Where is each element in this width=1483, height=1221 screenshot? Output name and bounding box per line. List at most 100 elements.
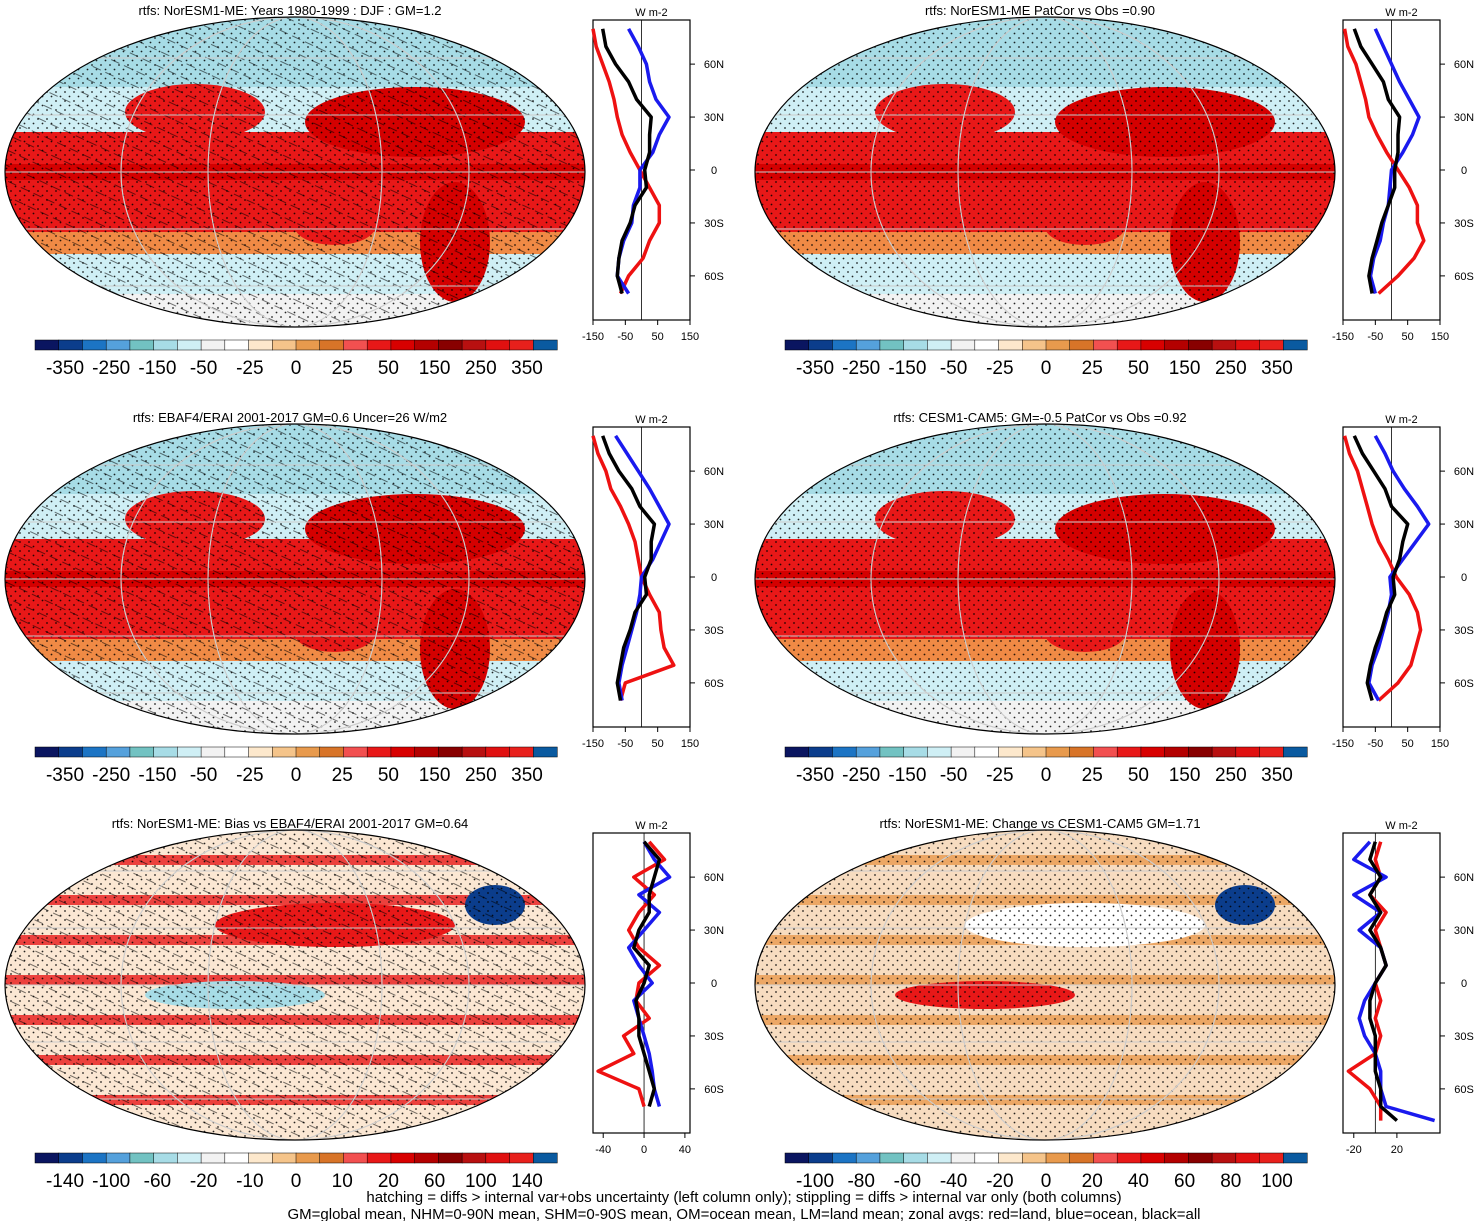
colorbar-tick-label: -80 [847, 1171, 874, 1192]
y-tick-label: 0 [711, 978, 717, 990]
colorbar-bin [832, 1152, 857, 1164]
colorbar-tick-label: 350 [511, 765, 543, 786]
colorbar-bin [343, 339, 368, 351]
colorbar-bin [248, 1152, 273, 1164]
colorbar-bin [485, 1152, 511, 1164]
zonal-profile: W m-2 60N 30N 0 30S 60S -40 0 40 [592, 820, 724, 1156]
profile-line-all [600, 28, 653, 294]
colorbar-tick-label: -25 [986, 358, 1013, 379]
y-tick-label: 30N [1454, 925, 1474, 937]
zonal-profile: W m-2 60N 30N 0 30S 60S -20 20 [1342, 820, 1474, 1156]
map-border [4, 423, 586, 735]
colorbar-tick-label: 25 [332, 765, 353, 786]
colorbar-bin [82, 1152, 107, 1164]
colorbar-bin [855, 1152, 881, 1164]
map-border [754, 16, 1336, 328]
x-tick-label: -150 [1332, 738, 1354, 750]
colorbar-tick-label: 100 [1261, 1171, 1293, 1192]
colorbar-bin [533, 1152, 558, 1164]
colorbar-bin [1283, 746, 1308, 758]
colorbar-bin [903, 339, 928, 351]
colorbar-bin [1093, 1152, 1118, 1164]
colorbar-tick-label: 25 [1082, 765, 1103, 786]
colorbar-bin [974, 746, 1000, 758]
colorbar-bin [533, 746, 558, 758]
colorbar-bin [34, 1152, 60, 1164]
x-tick-label: 150 [681, 331, 699, 343]
colorbar-bin [272, 339, 297, 351]
profile-line-all [1352, 28, 1402, 294]
colorbar-bin [485, 339, 511, 351]
map-border [754, 423, 1336, 735]
y-tick-label: 60N [704, 466, 724, 478]
colorbar-tick-label: 0 [1041, 1171, 1052, 1192]
colorbar-bin [998, 339, 1023, 351]
colorbar-bin [200, 746, 226, 758]
colorbar-tick-label: -50 [190, 765, 217, 786]
y-tick-label: 60N [1454, 466, 1474, 478]
colorbar-tick-label: 0 [291, 358, 302, 379]
colorbar-tick-label: 150 [1169, 358, 1201, 379]
profile-line-all [601, 435, 657, 701]
colorbar-bin [390, 1152, 416, 1164]
colorbar-tick-label: 25 [332, 358, 353, 379]
colorbar-bin [319, 746, 345, 758]
colorbar-tick-label: 150 [419, 765, 451, 786]
profile-line-land [596, 840, 667, 1107]
x-tick-label: -150 [582, 331, 604, 343]
colorbar-tick-label: -10 [236, 1171, 263, 1192]
y-tick-label: 30S [704, 1031, 724, 1043]
colorbar-tick-label: 250 [1215, 765, 1247, 786]
colorbar-bin [438, 746, 463, 758]
colorbar-bin [248, 746, 273, 758]
colorbar-bin [784, 339, 810, 351]
colorbar-bin [1022, 746, 1047, 758]
colorbar-tick-label: 50 [1128, 765, 1149, 786]
colorbar-bin [153, 746, 178, 758]
map [5, 424, 585, 734]
y-tick-label: 30N [704, 519, 724, 531]
colorbar-bin [1164, 339, 1189, 351]
colorbar-bin [390, 746, 416, 758]
colorbar-tick-label: -350 [46, 765, 84, 786]
colorbar-bin [1235, 339, 1261, 351]
colorbar-tick-label: -60 [894, 1171, 921, 1192]
colorbar-bin [366, 746, 392, 758]
map [5, 830, 585, 1140]
colorbar-tick-label: -50 [190, 358, 217, 379]
y-tick-label: 30S [1454, 1031, 1474, 1043]
graticule-lon [120, 830, 470, 1140]
y-tick-label: 30S [704, 218, 724, 230]
x-tick-label: -150 [1332, 331, 1354, 343]
colorbar-tick-label: -350 [796, 358, 834, 379]
colorbar-bin [485, 746, 511, 758]
colorbar-bin [832, 746, 857, 758]
profile-line-all [1368, 841, 1399, 1122]
x-tick-label: 50 [1402, 738, 1414, 750]
colorbar-bin [1045, 339, 1071, 351]
colorbar-tick-label: -25 [986, 765, 1013, 786]
profile-line-all [1352, 435, 1410, 701]
colorbar-bin [974, 339, 1000, 351]
graticule-lon [207, 830, 383, 1140]
colorbar-tick-label: 350 [1261, 358, 1293, 379]
y-tick-label: 60S [704, 271, 724, 283]
x-tick-label: 0 [641, 1144, 647, 1156]
profile-line-land [591, 28, 662, 295]
y-tick-label: 30S [1454, 218, 1474, 230]
colorbar-bin [82, 746, 107, 758]
colorbar-bin [1093, 339, 1118, 351]
x-tick-label: 20 [1391, 1144, 1403, 1156]
colorbar-tick-label: -150 [138, 358, 176, 379]
colorbar-tick-label: 80 [1220, 1171, 1241, 1192]
colorbar-tick-label: -250 [842, 358, 880, 379]
y-tick-label: 30N [704, 925, 724, 937]
colorbar: -350 -250 -150 -50 -25 0 25 50 150 250 350 [34, 339, 558, 379]
graticule-lon [957, 17, 1133, 327]
colorbar-bin [1235, 1152, 1261, 1164]
map [5, 17, 585, 327]
colorbar-bin [105, 1152, 131, 1164]
colorbar-bin [1259, 746, 1284, 758]
colorbar-tick-label: 40 [1128, 1171, 1149, 1192]
